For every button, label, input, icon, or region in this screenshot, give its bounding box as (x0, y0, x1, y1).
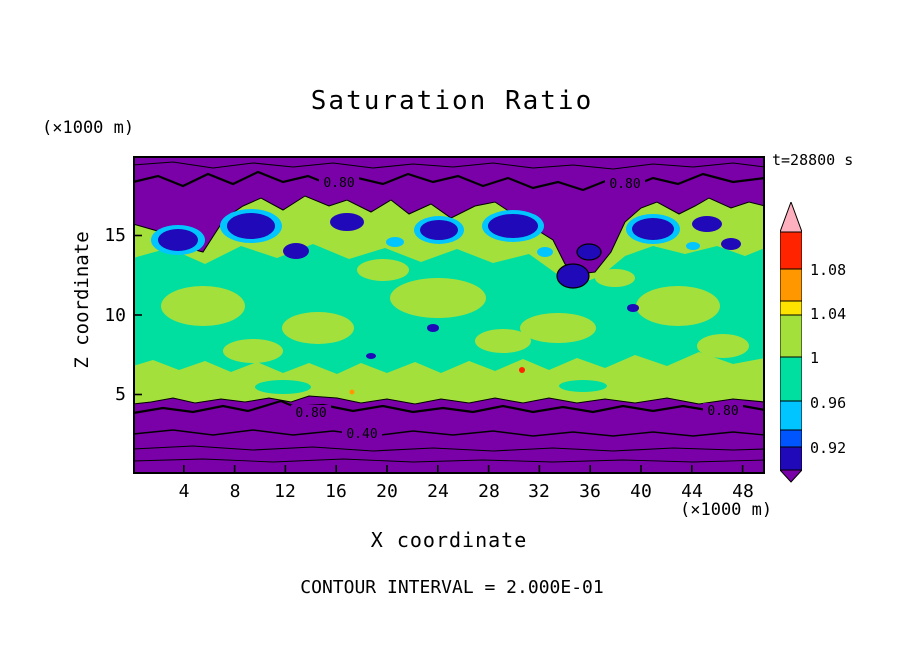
colorbar-segment (780, 314, 802, 358)
time-label: t=28800 s (772, 151, 854, 169)
colorbar-segment (780, 300, 802, 316)
colorbar-segment (780, 356, 802, 402)
x-tick-label: 44 (681, 481, 703, 502)
contour-lines (133, 161, 765, 463)
contour-label: 0.80 (323, 176, 354, 191)
plot-frame (133, 156, 765, 474)
x-tick-label: 12 (274, 481, 296, 502)
y-tick-label: 5 (115, 384, 126, 405)
x-tick-label: 28 (478, 481, 500, 502)
colorbar-segment (780, 429, 802, 448)
colorbar-tick-label: 1 (810, 349, 820, 367)
colorbar-tick-label: 1.04 (810, 305, 847, 323)
field-dry-pockets (158, 213, 741, 359)
contour-line-thin-lower-1 (133, 445, 765, 452)
y-units-label: (×1000 m) (42, 118, 135, 138)
contour-label-backgrounds (291, 175, 743, 441)
x-tick-label: 32 (528, 481, 550, 502)
contour-label: 0.40 (346, 427, 377, 442)
x-tick-label: 24 (427, 481, 449, 502)
field-orange-speck (349, 389, 355, 395)
contour-line-thin-top (133, 161, 765, 170)
x-tick-label: 20 (376, 481, 398, 502)
colorbar (780, 202, 802, 483)
colorbar-segment (780, 446, 802, 471)
colorbar-segment (780, 400, 802, 431)
colorbar-arrow-top (780, 202, 802, 233)
colorbar-tick-label: 0.92 (810, 439, 847, 457)
contour-line-040-lower (133, 429, 765, 437)
contour-label: 0.80 (295, 406, 326, 421)
field-turquoise-patches (255, 380, 607, 394)
contour-line-080-upper (133, 170, 765, 192)
y-axis-label: Z coordinate (71, 231, 93, 369)
y-tick-label: 10 (104, 305, 126, 326)
contour-line-080-lower (133, 399, 765, 415)
colorbar-segment (780, 268, 802, 302)
contour-plot: 0.80 0.80 0.80 0.80 0.40 (133, 156, 765, 474)
x-tick-label: 4 (178, 481, 190, 502)
x-tick-label: 48 (732, 481, 754, 502)
colorbar-tick-label: 1.08 (810, 261, 847, 279)
x-tick-label: 36 (579, 481, 601, 502)
x-axis-label: X coordinate (370, 528, 528, 552)
contour-label: 0.80 (707, 404, 738, 419)
x-units-label: (×1000 m) (680, 500, 773, 520)
contour-labels: 0.80 0.80 0.80 0.80 0.40 (295, 176, 738, 442)
x-tick-label: 40 (630, 481, 652, 502)
colorbar-arrow-bottom (780, 469, 802, 483)
contour-label: 0.80 (609, 177, 640, 192)
figure-title: Saturation Ratio (310, 86, 594, 116)
x-tick-label: 16 (325, 481, 347, 502)
y-tick-label: 15 (104, 225, 126, 246)
field-red-speck (519, 367, 525, 373)
field-green-patches (161, 259, 749, 363)
colorbar-tick-label: 0.96 (810, 394, 847, 412)
contour-line-thin-lower-2 (133, 458, 765, 463)
colorbar-segment (780, 231, 802, 270)
contour-interval-label: CONTOUR INTERVAL = 2.000E-01 (300, 577, 604, 598)
x-tick-label: 8 (229, 481, 241, 502)
